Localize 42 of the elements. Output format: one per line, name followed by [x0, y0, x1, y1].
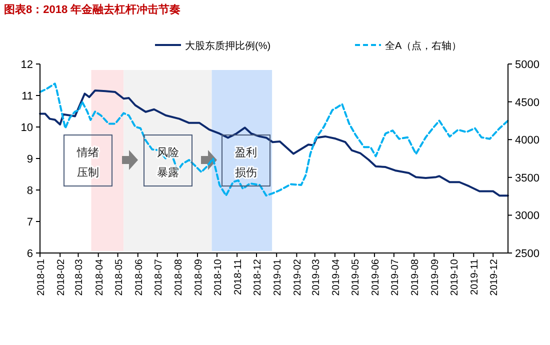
x-tick-label: 2019-07 — [390, 258, 401, 296]
x-tick-label: 2019-06 — [370, 258, 382, 296]
x-tick-label: 2018-12 — [252, 258, 264, 296]
x-tick-label: 2018-02 — [56, 258, 68, 296]
x-tick-label: 2018-05 — [114, 258, 125, 296]
x-tick-label: 2018-03 — [74, 258, 86, 296]
y2-tick-label: 4500 — [515, 96, 540, 109]
y2-tick-label: 3000 — [515, 210, 540, 222]
y-tick-label: 10 — [20, 122, 33, 134]
x-tick-label: 2019-09 — [430, 258, 442, 296]
x-tick-label: 2018-08 — [173, 258, 184, 296]
y-tick-label: 9 — [26, 154, 33, 166]
x-tick-label: 2019-08 — [410, 258, 422, 296]
x-tick-label: 2018-10 — [212, 258, 224, 296]
legend-label: 全A（点，右轴） — [385, 40, 462, 52]
legend-label: 大股东质押比例(%) — [185, 40, 271, 52]
x-tick-label: 2018-11 — [233, 258, 244, 295]
y2-tick-label: 3500 — [515, 172, 540, 184]
x-tick-label: 2019-03 — [310, 258, 322, 296]
y-tick-label: 11 — [22, 90, 33, 102]
y-tick-label: 6 — [26, 248, 33, 260]
y-tick-label: 12 — [20, 59, 33, 71]
x-tick-label: 2019-11 — [470, 258, 481, 295]
y2-tick-label: 4000 — [515, 134, 540, 147]
x-tick-label: 2019-02 — [292, 258, 304, 296]
x-tick-label: 2018-09 — [194, 258, 205, 296]
x-tick-label: 2019-04 — [330, 258, 342, 296]
x-tick-label: 2019-05 — [350, 258, 362, 296]
y-tick-label: 8 — [26, 185, 33, 197]
y2-tick-label: 5000 — [515, 59, 540, 71]
x-tick-label: 2018-01 — [36, 258, 47, 296]
x-tick-label: 2019-01 — [272, 258, 284, 296]
x-tick-label: 2018-04 — [94, 258, 106, 296]
y2-tick-label: 2500 — [515, 248, 540, 260]
chart-title: 图表8：2018 年金融去杠杆冲击节奏 — [4, 3, 181, 16]
annotation: 盈利损伤 — [235, 146, 257, 179]
x-tick-label: 2018-06 — [134, 258, 145, 296]
x-tick-label: 2018-07 — [153, 258, 164, 296]
annotation: 情绪压制 — [76, 146, 99, 179]
x-tick-label: 2019-10 — [450, 258, 461, 296]
y-tick-label: 7 — [26, 216, 33, 228]
x-tick-label: 2019-12 — [489, 258, 500, 296]
